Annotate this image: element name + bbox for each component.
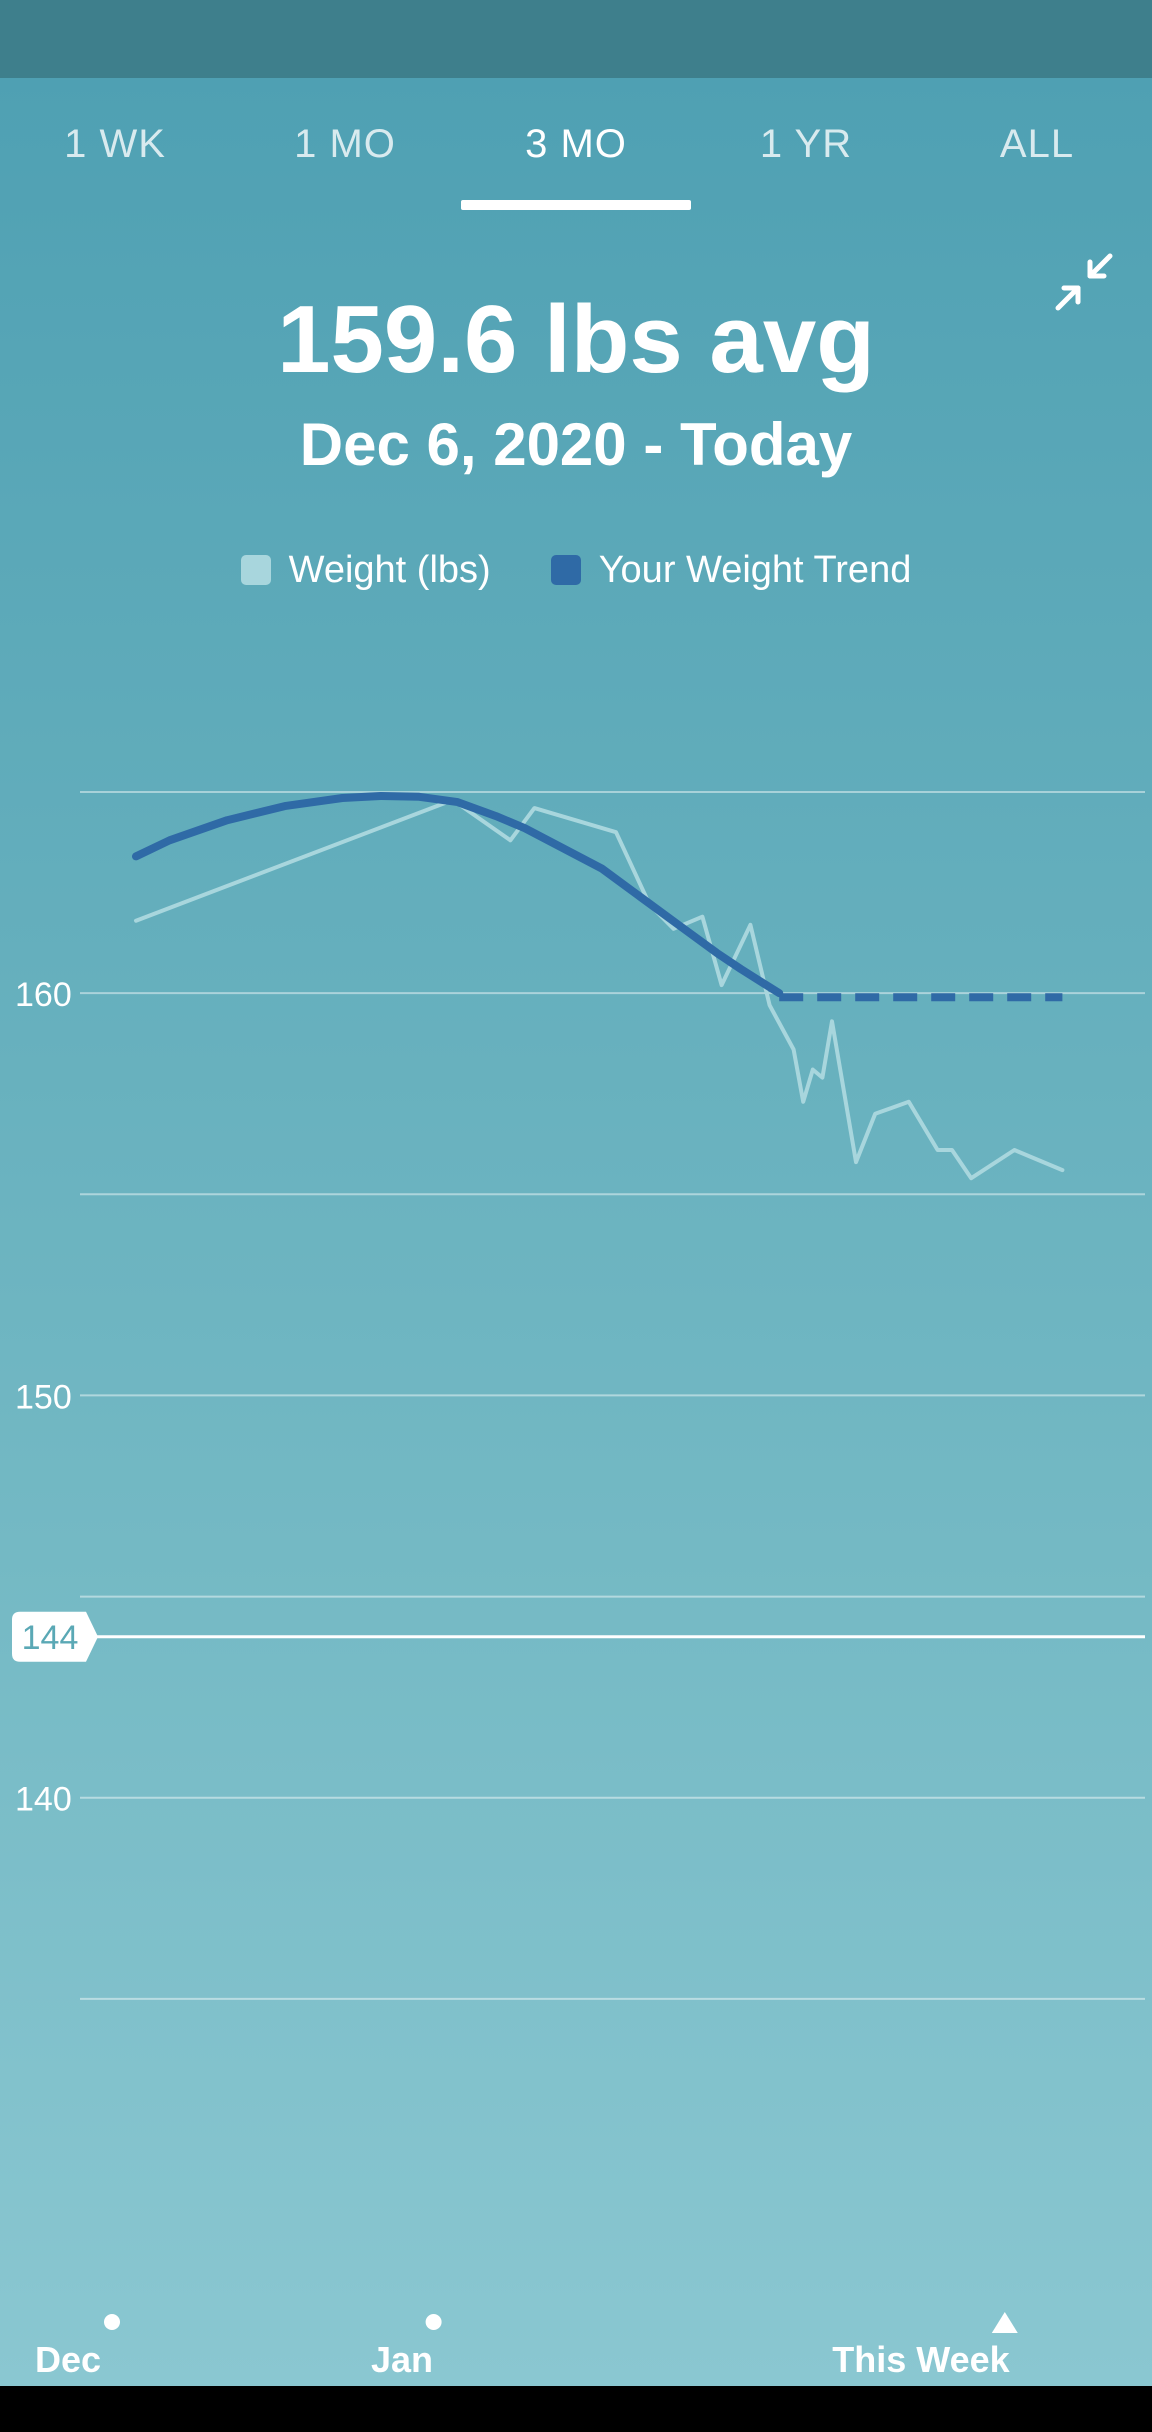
- chart-legend: Weight (lbs) Your Weight Trend: [0, 540, 1152, 600]
- goal-label: 144: [22, 1619, 79, 1657]
- tab-3-months[interactable]: 3 MO: [525, 122, 627, 166]
- tab-all[interactable]: ALL: [999, 122, 1075, 166]
- legend-trend-label: Your Weight Trend: [598, 548, 912, 591]
- x-marker-dec: [104, 2314, 120, 2330]
- legend-weight-swatch: [240, 555, 271, 585]
- average-weight-heading: 159.6 lbs avg: [277, 286, 875, 393]
- x-label-dec: Dec: [35, 2339, 101, 2380]
- y-tick-label-160: 160: [15, 976, 72, 1014]
- x-marker-this-week: [991, 2312, 1018, 2333]
- legend-trend-swatch: [550, 555, 581, 585]
- x-label-jan: Jan: [371, 2339, 433, 2380]
- legend-weight-label: Weight (lbs): [288, 548, 491, 591]
- time-range-tabs: 1 WK 1 MO 3 MO 1 YR ALL: [0, 108, 1152, 218]
- collapse-arrows-icon[interactable]: [1052, 250, 1116, 314]
- active-tab-indicator: [461, 200, 691, 210]
- date-range-label: Dec 6, 2020 - Today: [299, 411, 853, 478]
- goal-marker: [12, 1611, 98, 1662]
- y-tick-label-150: 150: [15, 1378, 72, 1416]
- y-tick-label-140: 140: [15, 1781, 72, 1819]
- tab-1-month[interactable]: 1 MO: [294, 122, 396, 166]
- status-bar: [0, 0, 1152, 78]
- legend-trend: Your Weight Trend: [550, 548, 912, 592]
- x-marker-jan: [425, 2314, 442, 2330]
- x-label-this-week: This Week: [832, 2339, 1010, 2380]
- trend-series-line: [132, 792, 784, 998]
- weight-series-line: [134, 798, 1065, 1181]
- tab-1-week[interactable]: 1 WK: [64, 122, 166, 166]
- tab-1-year[interactable]: 1 YR: [759, 122, 853, 166]
- legend-weight: Weight (lbs): [240, 548, 491, 592]
